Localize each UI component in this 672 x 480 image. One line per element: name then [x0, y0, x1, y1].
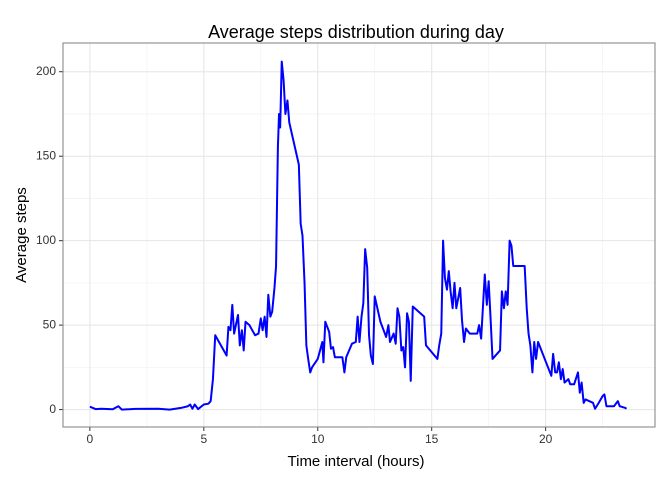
y-axis-label: Average steps [13, 187, 30, 283]
x-tick-label: 15 [425, 432, 439, 446]
x-tick-label: 10 [311, 432, 325, 446]
x-tick-label: 20 [539, 432, 553, 446]
plot-border [62, 42, 656, 428]
y-tick-label: 100 [36, 233, 56, 247]
data-line [89, 60, 628, 411]
y-tick-label: 50 [43, 317, 57, 331]
x-axis-label: Time interval (hours) [288, 453, 425, 470]
y-tick-label: 200 [36, 64, 56, 78]
y-tick-label: 150 [36, 148, 56, 162]
y-tick-label: 0 [49, 402, 56, 416]
x-tick-label: 5 [200, 432, 207, 446]
chart-title: Average steps distribution during day [208, 22, 504, 42]
x-tick-label: 0 [87, 432, 94, 446]
